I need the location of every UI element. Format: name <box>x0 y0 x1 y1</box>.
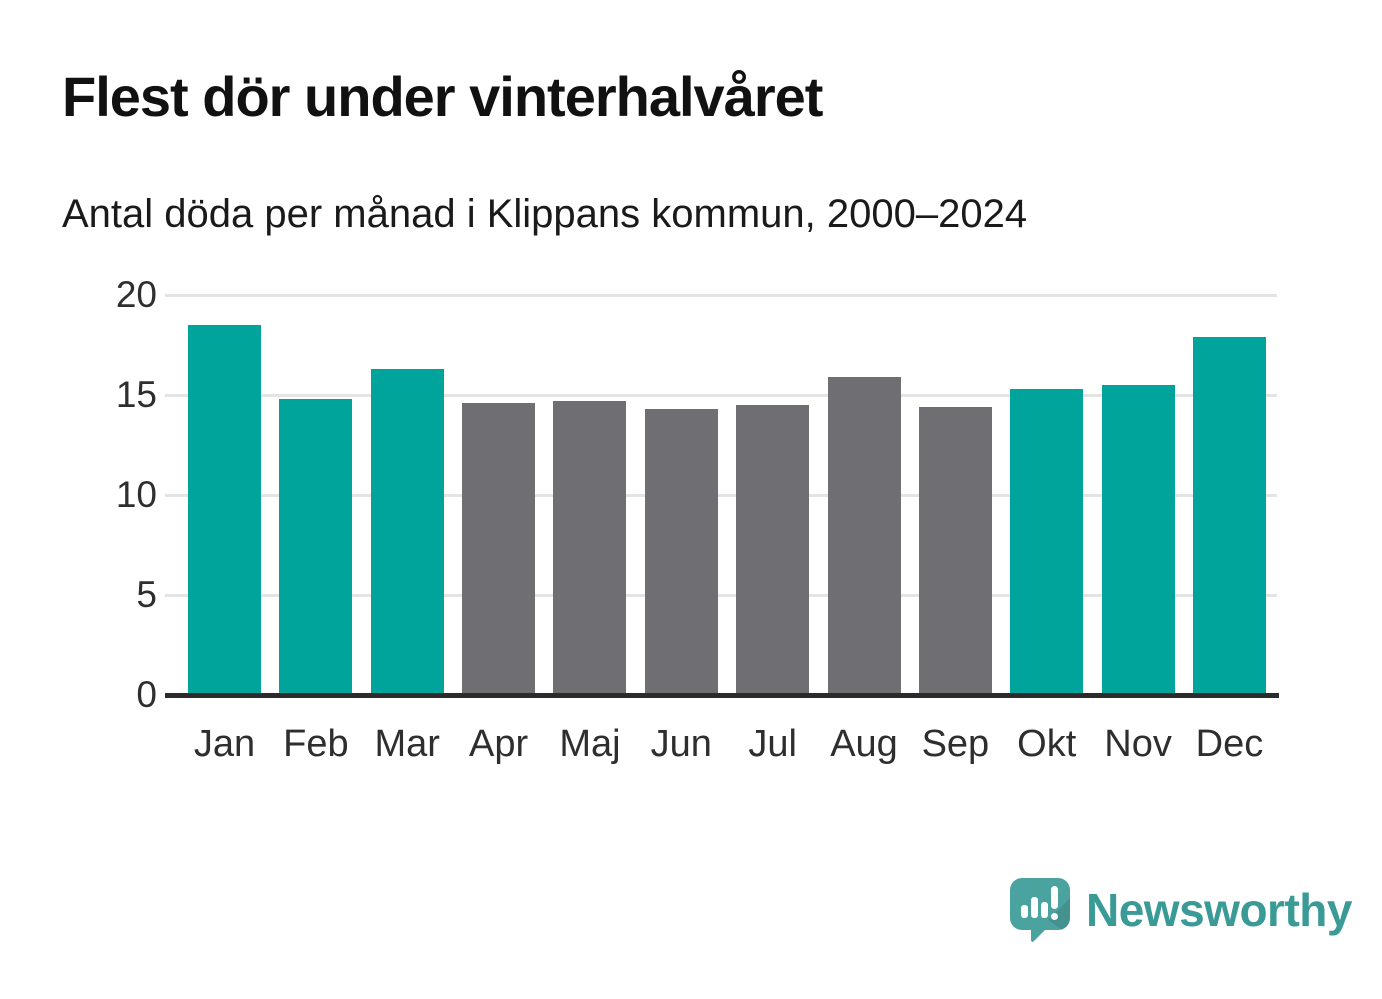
bar-jun <box>644 409 718 695</box>
x-axis-tick-label-jul: Jul <box>748 723 797 765</box>
bar-sep <box>918 407 992 695</box>
x-axis-tick-label-okt: Okt <box>1017 723 1077 765</box>
x-axis-tick-label-apr: Apr <box>469 723 529 765</box>
x-axis-tick-label-feb: Feb <box>283 723 349 765</box>
x-axis-tick-label-jun: Jun <box>650 723 712 765</box>
x-axis-tick-label-jan: Jan <box>193 723 256 765</box>
bar-mar <box>370 369 444 695</box>
newsworthy-speech-bubble-chart-icon <box>1008 876 1072 944</box>
bar-jan <box>188 325 261 695</box>
x-axis-tick-label-aug: Aug <box>830 723 898 765</box>
bar-okt <box>1010 389 1084 695</box>
y-axis-tick-label-20: 20 <box>115 274 157 315</box>
x-axis-line <box>165 693 1279 698</box>
x-axis-tick-label-maj: Maj <box>559 723 621 765</box>
bar-nov <box>1101 385 1175 695</box>
bar-dec <box>1192 337 1266 695</box>
bar-jul <box>736 405 810 695</box>
newsworthy-logo: Newsworthy <box>1008 876 1352 944</box>
gridline-15 <box>165 394 1277 397</box>
gridline-5 <box>165 594 1277 597</box>
bar-feb <box>279 399 353 695</box>
chart-title: Flest dör under vinterhalvåret <box>62 65 823 128</box>
x-axis-tick-label-sep: Sep <box>921 723 990 765</box>
y-axis-tick-label-5: 5 <box>136 574 157 615</box>
gridline-10 <box>165 494 1277 497</box>
y-axis-tick-label-15: 15 <box>115 374 157 415</box>
newsworthy-wordmark: Newsworthy <box>1086 884 1352 936</box>
gridline-20 <box>165 294 1277 297</box>
chart-subtitle: Antal döda per månad i Klippans kommun, … <box>62 192 1028 236</box>
bar-aug <box>827 377 901 695</box>
y-axis-tick-label-10: 10 <box>115 474 157 515</box>
bar-chart-plot-area <box>165 294 1279 698</box>
bar-maj <box>553 401 627 695</box>
y-axis-tick-label-0: 0 <box>136 674 157 715</box>
x-axis-tick-label-dec: Dec <box>1195 723 1264 765</box>
x-axis-tick-label-nov: Nov <box>1104 723 1172 765</box>
bar-apr <box>462 403 536 695</box>
x-axis-tick-label-mar: Mar <box>374 723 440 765</box>
